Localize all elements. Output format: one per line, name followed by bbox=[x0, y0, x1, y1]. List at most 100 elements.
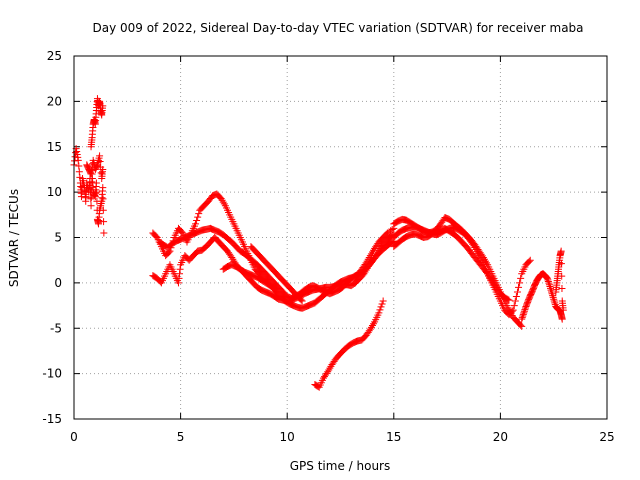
series-track-7 bbox=[219, 261, 278, 292]
y-tick-label: 10 bbox=[47, 185, 62, 199]
data-point bbox=[545, 279, 553, 287]
plot-frame bbox=[73, 55, 608, 420]
series-track-1 bbox=[70, 145, 108, 237]
data-point bbox=[97, 169, 105, 177]
data-point bbox=[542, 273, 550, 281]
data-point bbox=[389, 238, 397, 246]
data-point bbox=[93, 188, 101, 196]
data-point bbox=[174, 279, 182, 287]
data-point bbox=[517, 274, 525, 282]
chart-title: Day 009 of 2022, Sidereal Day-to-day VTE… bbox=[92, 21, 583, 35]
data-point bbox=[526, 256, 534, 264]
data-point bbox=[96, 152, 104, 160]
data-point bbox=[74, 153, 82, 161]
y-tick-label: -5 bbox=[50, 321, 62, 335]
data-point bbox=[550, 295, 558, 303]
data-point bbox=[513, 288, 521, 296]
data-point bbox=[99, 206, 107, 214]
series-track-6 bbox=[155, 224, 398, 302]
data-point bbox=[520, 309, 528, 317]
data-point bbox=[297, 296, 305, 304]
data-point bbox=[366, 252, 374, 260]
data-point bbox=[511, 297, 519, 305]
data-point bbox=[367, 250, 375, 258]
x-tick-label: 0 bbox=[70, 430, 78, 444]
data-point bbox=[518, 314, 526, 322]
data-point bbox=[544, 276, 552, 284]
data-point bbox=[298, 297, 306, 305]
data-point bbox=[509, 306, 517, 314]
data-point bbox=[100, 218, 108, 226]
data-point bbox=[558, 285, 566, 293]
data-point bbox=[176, 265, 184, 273]
x-tick-label: 5 bbox=[177, 430, 185, 444]
x-tick-label: 10 bbox=[280, 430, 295, 444]
x-tick-label: 15 bbox=[386, 430, 401, 444]
data-points bbox=[70, 95, 567, 391]
data-point bbox=[377, 303, 385, 311]
data-point bbox=[550, 297, 558, 305]
data-point bbox=[508, 307, 516, 315]
data-point bbox=[176, 270, 184, 278]
data-point bbox=[470, 242, 478, 250]
data-point bbox=[100, 229, 108, 237]
data-point bbox=[218, 196, 226, 204]
data-point bbox=[515, 283, 523, 291]
data-point bbox=[75, 162, 83, 170]
data-point bbox=[484, 270, 492, 278]
data-point bbox=[378, 300, 386, 308]
series-track-14 bbox=[552, 247, 567, 314]
data-point bbox=[504, 295, 512, 303]
data-point bbox=[99, 195, 107, 203]
data-point bbox=[486, 273, 494, 281]
data-point bbox=[228, 253, 236, 261]
data-point bbox=[367, 323, 375, 331]
data-point bbox=[521, 306, 529, 314]
data-point bbox=[520, 307, 528, 315]
series-track-9 bbox=[311, 297, 387, 391]
data-point bbox=[219, 198, 227, 206]
data-point bbox=[193, 216, 201, 224]
data-point bbox=[519, 312, 527, 320]
data-point bbox=[368, 248, 376, 256]
data-point bbox=[557, 247, 565, 255]
data-point bbox=[195, 210, 203, 218]
data-point bbox=[99, 184, 107, 192]
data-point bbox=[368, 322, 376, 330]
x-tick-label: 20 bbox=[493, 430, 508, 444]
x-axis-label: GPS time / hours bbox=[290, 459, 391, 473]
data-point bbox=[192, 220, 200, 228]
data-point bbox=[220, 200, 228, 208]
data-point bbox=[370, 320, 378, 328]
data-point bbox=[485, 272, 493, 280]
data-point bbox=[87, 195, 95, 203]
data-point bbox=[549, 293, 557, 301]
y-tick-label: 0 bbox=[54, 276, 62, 290]
data-point bbox=[88, 167, 96, 175]
data-point bbox=[388, 226, 396, 234]
data-point bbox=[518, 315, 526, 323]
data-point bbox=[551, 299, 559, 307]
data-point bbox=[366, 325, 374, 333]
data-point bbox=[375, 309, 383, 317]
data-point bbox=[481, 257, 489, 265]
data-point bbox=[325, 366, 333, 374]
data-point bbox=[558, 272, 566, 280]
y-tick-label: 25 bbox=[47, 49, 62, 63]
x-tick-label: 25 bbox=[599, 430, 614, 444]
y-tick-label: -10 bbox=[42, 367, 62, 381]
data-point bbox=[74, 156, 82, 164]
data-point bbox=[544, 278, 552, 286]
data-point bbox=[269, 284, 277, 292]
data-point bbox=[518, 322, 526, 330]
data-point bbox=[525, 257, 533, 265]
y-tick-label: 5 bbox=[54, 231, 62, 245]
data-point bbox=[99, 165, 107, 173]
data-point bbox=[557, 260, 565, 268]
data-point bbox=[324, 368, 332, 376]
data-point bbox=[72, 149, 80, 157]
data-point bbox=[516, 279, 524, 287]
series-track-2 bbox=[87, 95, 107, 151]
data-point bbox=[194, 213, 202, 221]
data-point bbox=[376, 306, 384, 314]
